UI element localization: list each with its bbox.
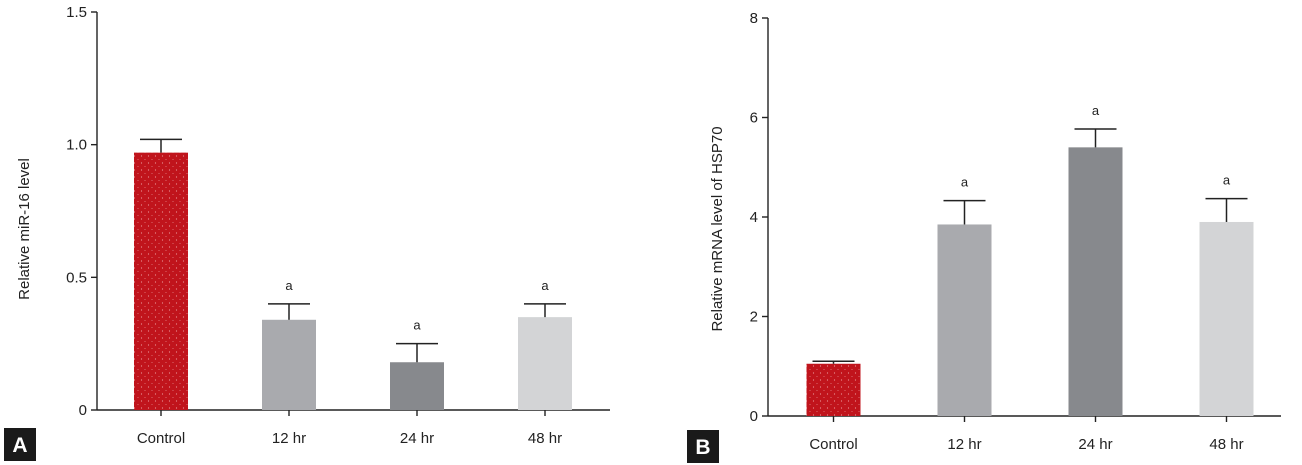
significance-label: a	[285, 278, 293, 293]
significance-label: a	[541, 278, 549, 293]
y-tick-label: 0	[750, 408, 758, 425]
y-tick-label: 0.5	[66, 269, 87, 286]
bar	[390, 362, 444, 410]
significance-label: a	[961, 175, 969, 190]
x-tick-label: 48 hr	[1209, 436, 1243, 453]
chart-panel-b: Relative mRNA level of HSP70 B 0 2 4 6 8 Cont…	[651, 0, 1302, 465]
x-tick-label: 24 hr	[400, 430, 434, 447]
panel-label-box	[4, 428, 36, 461]
chart-b-svg: Relative mRNA level of HSP70 B 0 2 4 6 8 Cont…	[687, 10, 1281, 463]
bar	[1068, 147, 1123, 416]
bar	[1199, 221, 1254, 416]
x-tick-label: 48 hr	[528, 430, 562, 447]
y-tick-label: 0	[79, 402, 87, 419]
panel-label-box	[687, 430, 719, 463]
y-tick-label: 2	[750, 309, 758, 326]
bar	[262, 319, 316, 410]
significance-label: a	[1223, 173, 1231, 188]
bar-texture	[806, 363, 861, 416]
y-axis-label: Relative mRNA level of HSP70	[709, 126, 726, 331]
chart-panel-a: Relative miR-16 level A 0 0.5 1.0 1.5 Contro…	[4, 4, 610, 461]
significance-label: a	[413, 318, 421, 333]
bar	[518, 317, 572, 410]
panel-label: B	[695, 436, 710, 459]
bar-texture	[134, 152, 188, 411]
x-tick-label: Control	[809, 436, 857, 453]
y-tick-label: 1.5	[66, 4, 87, 21]
x-tick-label: 12 hr	[947, 436, 981, 453]
y-tick-label: 8	[750, 10, 758, 27]
y-tick-label: 4	[750, 209, 758, 226]
panel-label: A	[12, 434, 27, 457]
chart-a-svg: Relative miR-16 level A 0 0.5 1.0 1.5 Contro…	[4, 4, 610, 461]
y-axis-label: Relative miR-16 level	[16, 158, 33, 300]
y-tick-label: 6	[750, 110, 758, 127]
x-tick-label: Control	[137, 430, 185, 447]
bar	[937, 224, 992, 416]
x-tick-label: 12 hr	[272, 430, 306, 447]
x-tick-label: 24 hr	[1078, 436, 1112, 453]
y-tick-label: 1.0	[66, 137, 87, 154]
significance-label: a	[1092, 103, 1100, 118]
